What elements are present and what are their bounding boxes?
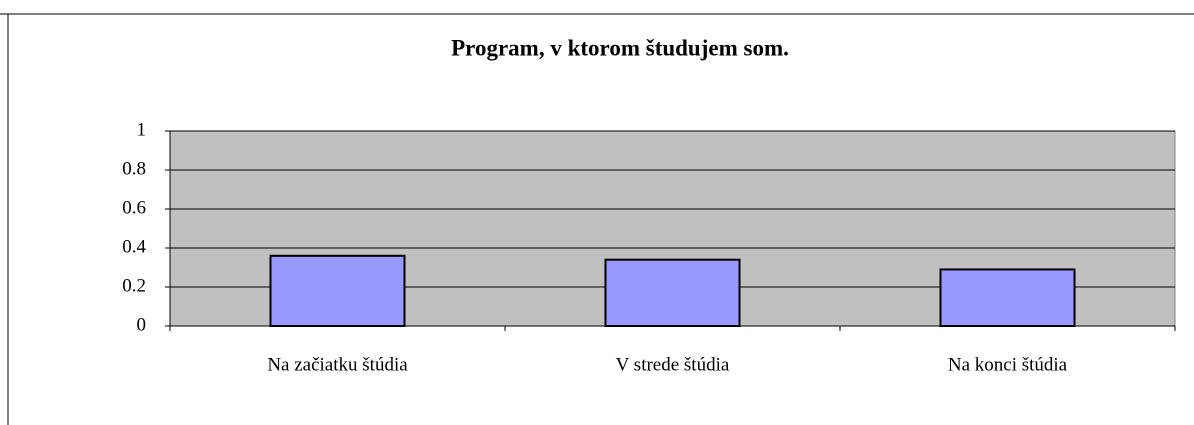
bar [939,268,1076,328]
chart-title: Program, v ktorom študujem som. [451,35,789,60]
x-tick-label: V strede štúdia [616,354,730,375]
y-tick-label: 0 [137,314,147,335]
y-tick-label: 0.2 [122,275,146,296]
bar [269,254,406,327]
y-tick-label: 0.6 [122,197,146,218]
bar [604,258,741,328]
y-tick-label: 0.4 [122,236,146,257]
y-tick-label: 1 [137,119,147,140]
x-tick-label: Na začiatku štúdia [267,354,408,375]
x-tick-label: Na konci štúdia [948,354,1068,375]
y-tick-label: 0.8 [122,158,146,179]
